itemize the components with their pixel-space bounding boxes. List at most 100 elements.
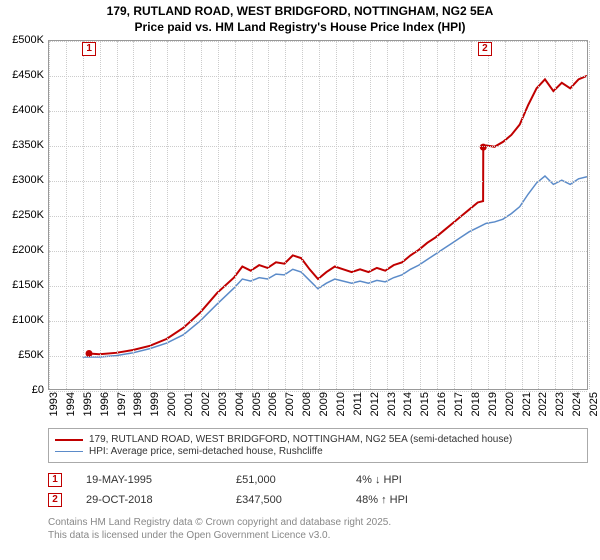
- x-tick-label: 2012: [369, 392, 381, 416]
- x-tick-label: 1995: [82, 392, 94, 416]
- x-gridline: [471, 41, 472, 389]
- y-tick-label: £50K: [0, 349, 44, 361]
- y-tick-label: £500K: [0, 34, 44, 46]
- x-tick-label: 2013: [386, 392, 398, 416]
- sale-marker-1: 1: [82, 42, 96, 56]
- x-tick-label: 2025: [588, 392, 600, 416]
- x-tick-label: 2008: [301, 392, 313, 416]
- x-gridline: [555, 41, 556, 389]
- legend: 179, RUTLAND ROAD, WEST BRIDGFORD, NOTTI…: [48, 428, 588, 463]
- sale-row: 119-MAY-1995£51,0004% ↓ HPI: [48, 470, 588, 490]
- x-gridline: [184, 41, 185, 389]
- x-tick-label: 2016: [436, 392, 448, 416]
- sale-price: £347,500: [236, 494, 356, 506]
- y-gridline: [49, 76, 587, 77]
- x-gridline: [167, 41, 168, 389]
- legend-item: 179, RUTLAND ROAD, WEST BRIDGFORD, NOTTI…: [55, 434, 581, 445]
- x-tick-label: 2005: [251, 392, 263, 416]
- x-gridline: [370, 41, 371, 389]
- x-gridline: [268, 41, 269, 389]
- y-tick-label: £300K: [0, 174, 44, 186]
- sale-date: 29-OCT-2018: [86, 494, 236, 506]
- x-gridline: [100, 41, 101, 389]
- x-gridline: [319, 41, 320, 389]
- x-tick-label: 2020: [504, 392, 516, 416]
- x-tick-label: 2023: [554, 392, 566, 416]
- x-gridline: [353, 41, 354, 389]
- x-gridline: [302, 41, 303, 389]
- x-tick-label: 1996: [99, 392, 111, 416]
- x-gridline: [572, 41, 573, 389]
- x-gridline: [403, 41, 404, 389]
- y-tick-label: £400K: [0, 104, 44, 116]
- footer-line2: This data is licensed under the Open Gov…: [48, 529, 391, 542]
- y-tick-label: £150K: [0, 279, 44, 291]
- x-tick-label: 2007: [284, 392, 296, 416]
- y-tick-label: £0: [0, 384, 44, 396]
- legend-swatch: [55, 451, 83, 452]
- x-gridline: [505, 41, 506, 389]
- x-gridline: [218, 41, 219, 389]
- y-gridline: [49, 356, 587, 357]
- x-tick-label: 2019: [487, 392, 499, 416]
- x-gridline: [252, 41, 253, 389]
- x-gridline: [488, 41, 489, 389]
- x-gridline: [437, 41, 438, 389]
- x-gridline: [235, 41, 236, 389]
- x-gridline: [387, 41, 388, 389]
- x-tick-label: 2022: [537, 392, 549, 416]
- x-gridline: [538, 41, 539, 389]
- y-tick-label: £250K: [0, 209, 44, 221]
- x-gridline: [285, 41, 286, 389]
- x-gridline: [420, 41, 421, 389]
- y-tick-label: £350K: [0, 139, 44, 151]
- x-tick-label: 2003: [217, 392, 229, 416]
- sale-price: £51,000: [236, 474, 356, 486]
- x-tick-label: 2024: [571, 392, 583, 416]
- x-tick-label: 2004: [234, 392, 246, 416]
- x-gridline: [454, 41, 455, 389]
- x-gridline: [201, 41, 202, 389]
- sale-dot: [480, 144, 487, 151]
- sale-diff: 4% ↓ HPI: [356, 474, 402, 486]
- y-gridline: [49, 286, 587, 287]
- x-gridline: [336, 41, 337, 389]
- x-tick-label: 1994: [65, 392, 77, 416]
- sales-table: 119-MAY-1995£51,0004% ↓ HPI229-OCT-2018£…: [48, 470, 588, 510]
- plot-region: 12: [48, 40, 588, 390]
- chart-svg: [49, 41, 587, 389]
- x-tick-label: 1993: [48, 392, 60, 416]
- sale-date: 19-MAY-1995: [86, 474, 236, 486]
- y-gridline: [49, 111, 587, 112]
- x-tick-label: 2015: [419, 392, 431, 416]
- x-tick-label: 1998: [132, 392, 144, 416]
- y-gridline: [49, 146, 587, 147]
- legend-label: HPI: Average price, semi-detached house,…: [89, 446, 323, 457]
- x-gridline: [589, 41, 590, 389]
- y-tick-label: £200K: [0, 244, 44, 256]
- x-tick-label: 2017: [453, 392, 465, 416]
- x-gridline: [66, 41, 67, 389]
- x-gridline: [150, 41, 151, 389]
- sale-marker-2: 2: [478, 42, 492, 56]
- legend-label: 179, RUTLAND ROAD, WEST BRIDGFORD, NOTTI…: [89, 434, 512, 445]
- x-gridline: [133, 41, 134, 389]
- y-gridline: [49, 41, 587, 42]
- series-line-price_paid: [89, 76, 587, 354]
- x-tick-label: 2011: [352, 392, 364, 416]
- y-tick-label: £100K: [0, 314, 44, 326]
- x-tick-label: 2001: [183, 392, 195, 416]
- sale-diff: 48% ↑ HPI: [356, 494, 408, 506]
- y-gridline: [49, 251, 587, 252]
- chart-title-line1: 179, RUTLAND ROAD, WEST BRIDGFORD, NOTTI…: [0, 0, 600, 20]
- y-gridline: [49, 321, 587, 322]
- x-tick-label: 2000: [166, 392, 178, 416]
- x-gridline: [117, 41, 118, 389]
- footer-line1: Contains HM Land Registry data © Crown c…: [48, 516, 391, 529]
- x-tick-label: 1997: [116, 392, 128, 416]
- x-tick-label: 2009: [318, 392, 330, 416]
- chart-area: 12 £0£50K£100K£150K£200K£250K£300K£350K£…: [0, 40, 600, 420]
- x-tick-label: 2018: [470, 392, 482, 416]
- legend-swatch: [55, 439, 83, 441]
- y-gridline: [49, 181, 587, 182]
